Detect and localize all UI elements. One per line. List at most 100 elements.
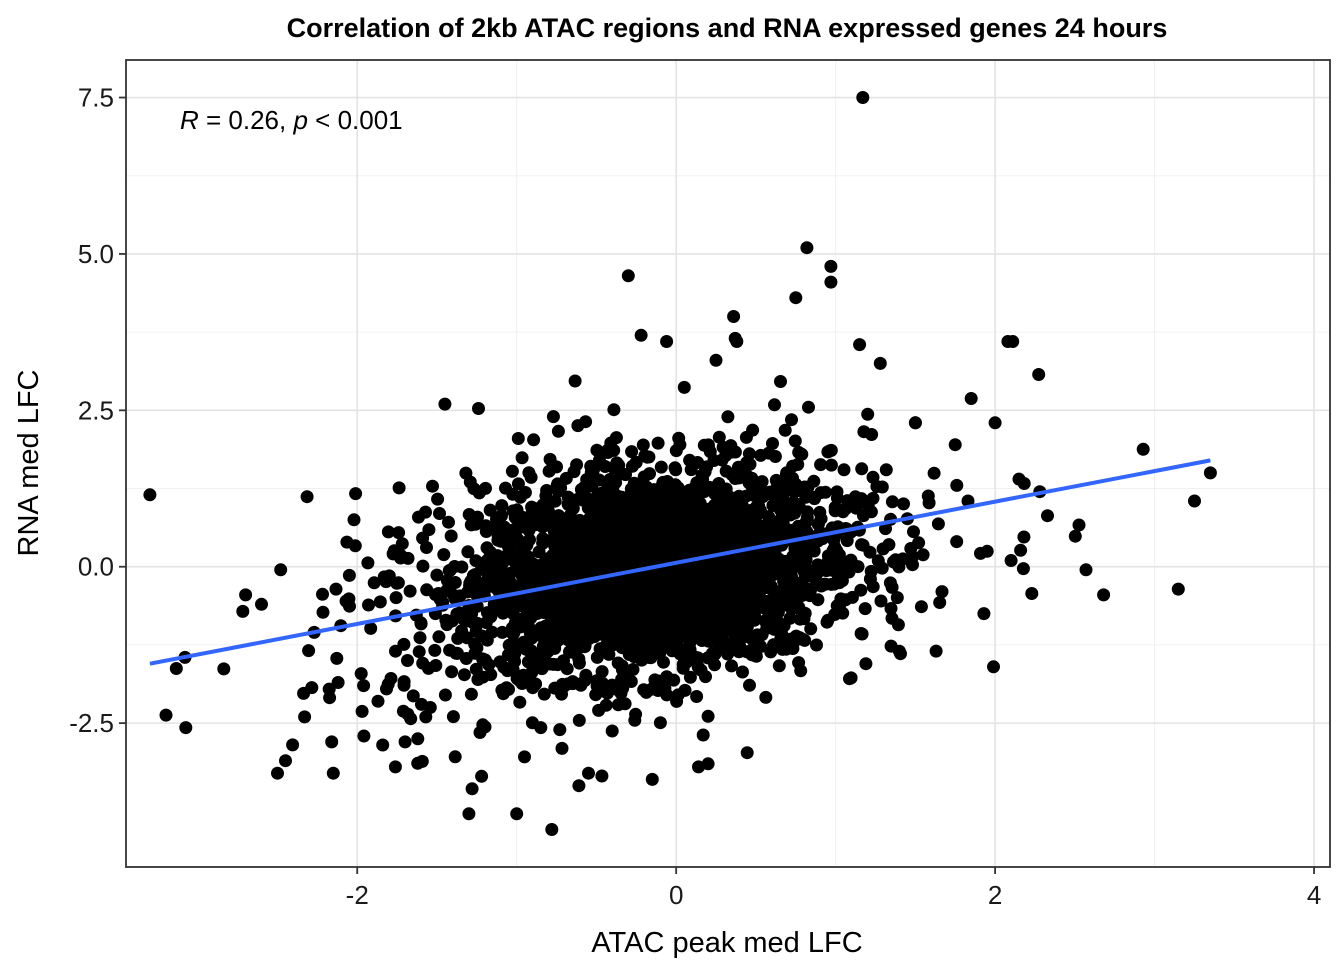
data-point: [536, 558, 549, 571]
data-point: [799, 516, 813, 530]
data-point: [724, 445, 738, 459]
data-point: [411, 732, 425, 746]
data-point: [705, 585, 719, 599]
data-point: [1016, 562, 1030, 576]
y-tick-label: 7.5: [78, 83, 114, 113]
data-point: [397, 678, 411, 692]
data-point: [403, 584, 417, 598]
data-point: [462, 807, 476, 821]
data-point: [855, 462, 869, 476]
data-point: [376, 738, 390, 752]
data-point: [302, 644, 316, 658]
data-point: [879, 463, 893, 477]
data-point: [733, 594, 747, 608]
data-point: [236, 604, 250, 618]
data-point: [380, 682, 393, 696]
data-point: [551, 477, 565, 491]
data-point: [713, 516, 727, 530]
data-point: [636, 497, 650, 511]
data-point: [1017, 530, 1031, 544]
data-point: [727, 310, 741, 323]
data-point: [584, 563, 598, 577]
data-point: [555, 741, 569, 755]
data-point: [217, 662, 231, 676]
data-point: [495, 509, 508, 523]
data-point: [631, 529, 645, 543]
data-point: [495, 683, 509, 697]
data-point: [473, 726, 487, 739]
data-point: [694, 526, 708, 540]
data-point: [513, 695, 527, 709]
data-point: [670, 634, 684, 648]
data-point: [471, 616, 484, 630]
data-point: [609, 476, 623, 489]
data-point: [694, 663, 708, 677]
data-point: [460, 631, 474, 645]
y-tick-label: 2.5: [78, 395, 114, 425]
data-point: [611, 656, 625, 670]
data-point: [453, 589, 467, 603]
data-point: [495, 499, 509, 513]
data-point: [389, 644, 402, 658]
data-point: [748, 505, 762, 519]
data-point: [929, 644, 943, 658]
data-point: [768, 398, 781, 412]
data-point: [411, 756, 425, 770]
data-point: [373, 595, 387, 609]
data-point: [323, 691, 337, 705]
data-point: [601, 446, 615, 459]
data-point: [964, 392, 978, 405]
data-point: [653, 490, 667, 504]
data-point: [599, 541, 613, 555]
data-point: [739, 489, 753, 503]
r-value: = 0.26,: [199, 105, 294, 135]
data-point: [326, 766, 340, 780]
data-point: [612, 503, 626, 517]
data-point: [448, 560, 462, 573]
data-point: [987, 660, 1000, 674]
data-point: [677, 380, 691, 394]
data-point: [683, 670, 697, 684]
data-point: [754, 448, 768, 462]
data-point: [169, 662, 183, 675]
data-point: [568, 374, 582, 388]
data-point: [255, 597, 268, 611]
data-point: [545, 628, 559, 642]
data-point: [612, 458, 626, 472]
data-point: [552, 530, 566, 543]
x-tick-label: 2: [988, 880, 1002, 910]
data-point: [660, 688, 674, 702]
data-point: [736, 665, 749, 679]
y-tick-label: 5.0: [78, 239, 114, 269]
data-point: [636, 438, 650, 452]
data-point: [828, 608, 842, 621]
data-point: [672, 431, 686, 445]
data-point: [600, 520, 614, 534]
data-point: [443, 643, 457, 657]
data-point: [532, 545, 546, 559]
data-point: [412, 645, 426, 659]
data-point: [933, 596, 947, 609]
data-point: [600, 636, 614, 650]
data-point: [401, 707, 415, 721]
x-tick-label: -2: [346, 880, 369, 910]
data-point: [948, 438, 962, 452]
data-point: [879, 522, 892, 536]
data-point: [300, 490, 314, 504]
data-point: [621, 269, 635, 283]
data-point: [882, 538, 896, 552]
data-point: [465, 782, 479, 796]
data-point: [511, 432, 525, 445]
data-point: [658, 638, 672, 652]
data-point: [388, 760, 402, 774]
data-point: [571, 419, 585, 433]
data-point: [712, 569, 726, 583]
data-point: [610, 682, 624, 696]
data-point: [584, 465, 598, 479]
data-point: [814, 512, 828, 526]
data-point: [839, 593, 853, 607]
data-point: [621, 634, 635, 648]
data-point: [494, 534, 508, 548]
data-point: [732, 553, 746, 567]
data-point: [641, 543, 655, 557]
